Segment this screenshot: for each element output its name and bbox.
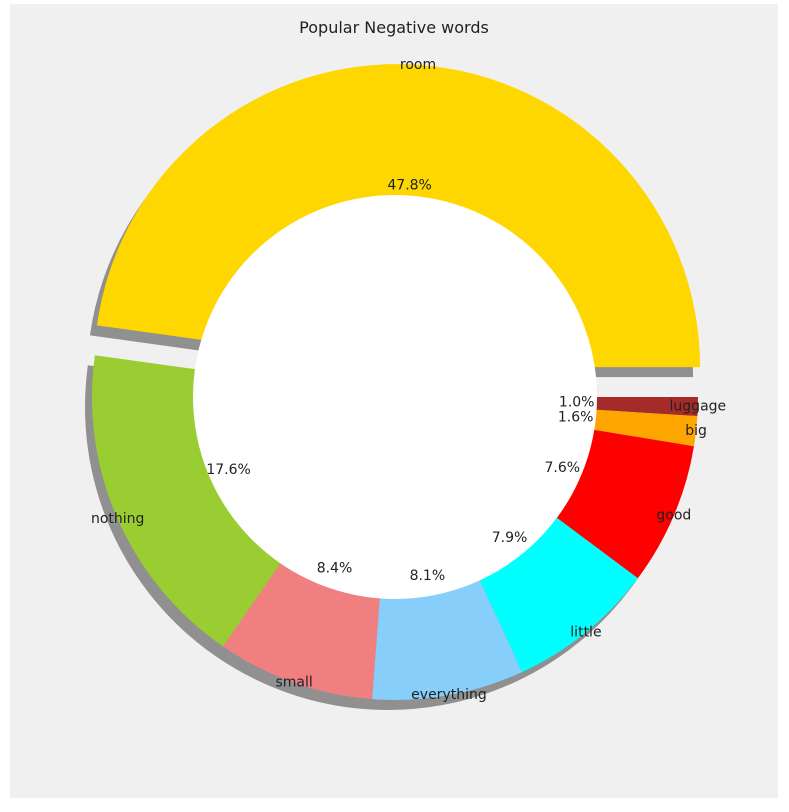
slice-label-nothing: nothing — [91, 511, 144, 527]
slice-percent-good: 7.6% — [545, 460, 581, 476]
slice-percent-little: 7.9% — [492, 530, 528, 546]
slice-label-luggage: luggage — [670, 399, 727, 415]
slice-percent-small: 8.4% — [317, 560, 353, 576]
slice-percent-big: 1.6% — [558, 410, 594, 426]
slice-label-everything: everything — [411, 687, 487, 703]
slice-label-good: good — [656, 508, 691, 524]
chart-title: Popular Negative words — [299, 18, 489, 37]
slice-percent-room: 47.8% — [387, 178, 431, 194]
slice-label-big: big — [685, 423, 707, 439]
slice-percent-everything: 8.1% — [410, 568, 446, 584]
chart-figure: Popular Negative words room 47.8% nothing 1… — [10, 4, 778, 798]
donut-chart: Popular Negative words room 47.8% nothing 1… — [85, 18, 726, 710]
slice-percent-nothing: 17.6% — [206, 462, 250, 478]
donut-hole — [193, 195, 597, 599]
slice-label-small: small — [276, 675, 313, 691]
label-layer: room 47.8% nothing 17.6% small 8.4% everything… — [91, 57, 726, 703]
slice-label-little: little — [570, 624, 601, 640]
slice-label-room: room — [400, 57, 436, 73]
slice-percent-luggage: 1.0% — [559, 395, 595, 411]
